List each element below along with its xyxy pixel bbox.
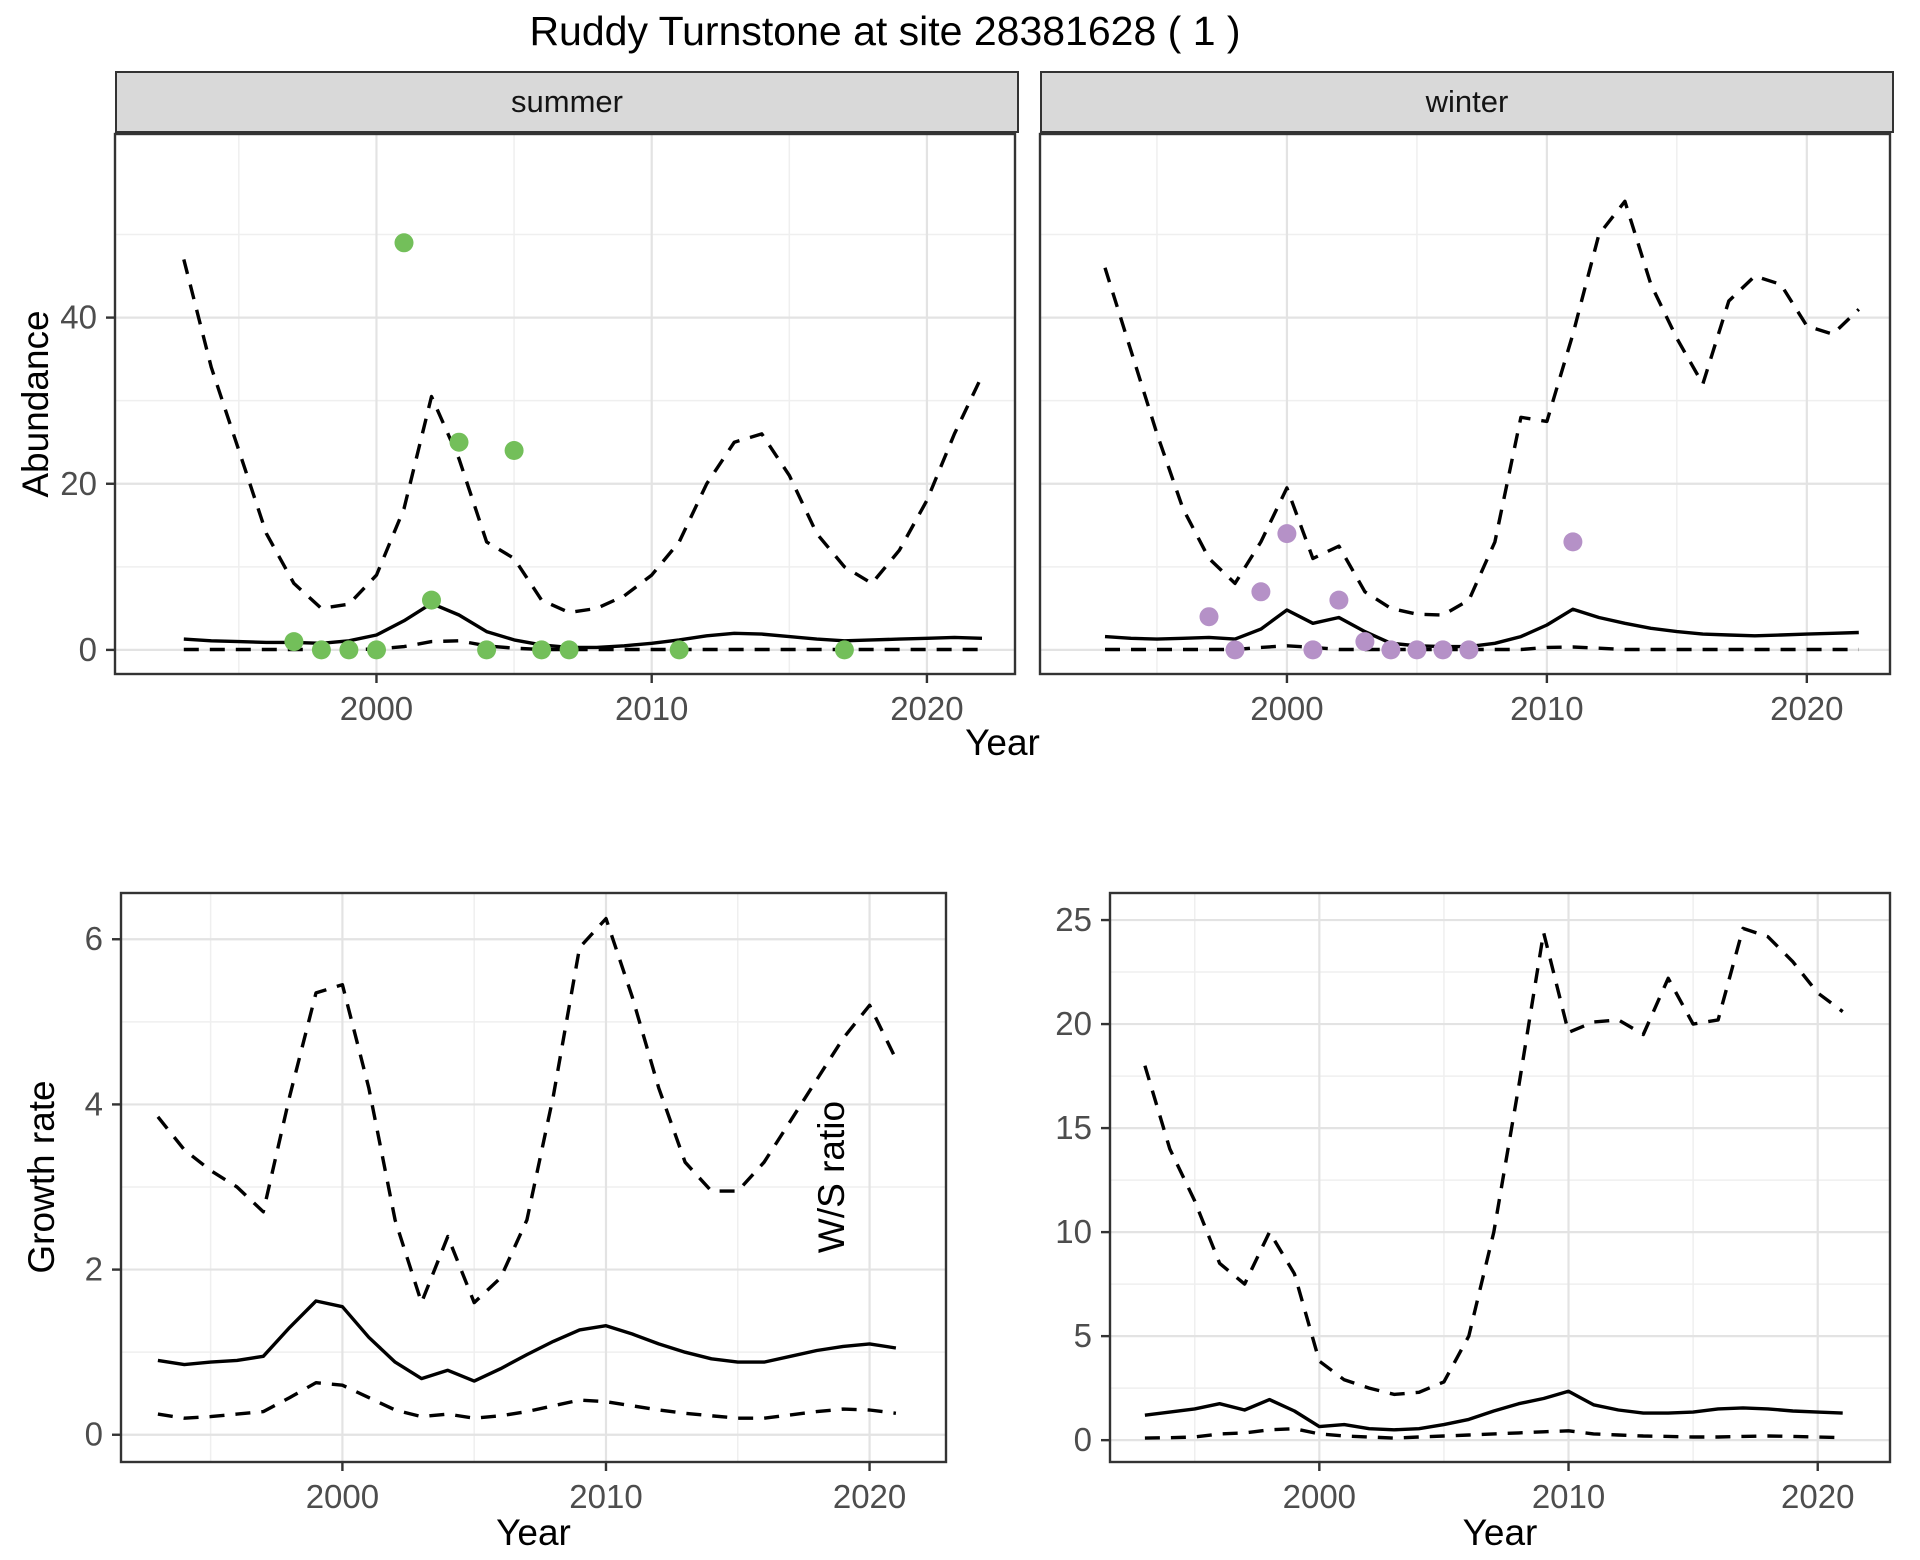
y-tick-label: 15 (1055, 1109, 1092, 1146)
x-tick-label: 2020 (1781, 1478, 1854, 1515)
data-point (532, 640, 552, 660)
series-lower_95ci (1105, 644, 1859, 652)
x-tick-label: 2010 (1532, 1478, 1605, 1515)
y-tick-label: 6 (85, 920, 103, 957)
y-tick-label: 0 (79, 631, 97, 668)
y-tick-label: 40 (60, 299, 97, 336)
data-point (284, 632, 304, 652)
x-tick-label: 2010 (1510, 690, 1583, 727)
y-axis-title-ws-ratio: W/S ratio (811, 1100, 852, 1254)
facet-strip-summer: summer (115, 71, 1019, 133)
x-axis-title-growth-rate: Year (496, 1512, 571, 1553)
data-point (834, 640, 854, 660)
y-tick-label: 4 (85, 1085, 103, 1122)
x-tick-label: 2020 (833, 1478, 906, 1515)
data-point (311, 640, 331, 660)
data-point (1433, 640, 1453, 660)
points-observed_counts (1199, 524, 1583, 660)
facet-label-summer: summer (511, 84, 623, 119)
data-point (1199, 607, 1219, 627)
data-point (1407, 640, 1427, 660)
data-point (1563, 532, 1583, 552)
series-lower_95ci (1144, 1427, 1843, 1440)
data-point (1459, 640, 1479, 660)
data-point (1381, 640, 1401, 660)
y-tick-label: 0 (1074, 1421, 1092, 1458)
series-lower_95ci (157, 1381, 897, 1420)
data-point (559, 640, 579, 660)
data-point (669, 640, 689, 660)
data-point (1329, 590, 1349, 610)
data-point (449, 432, 469, 452)
facet-strip-winter: winter (1040, 71, 1894, 133)
x-tick-label: 2020 (890, 690, 963, 727)
y-tick-label: 2 (85, 1251, 103, 1288)
data-point (1277, 524, 1297, 544)
figure-title: Ruddy Turnstone at site 28381628 ( 1 ) (529, 8, 1241, 54)
facet-label-winter: winter (1425, 84, 1509, 119)
series-median (1144, 1389, 1843, 1432)
series-median (157, 1299, 897, 1383)
y-tick-label: 5 (1074, 1317, 1092, 1354)
x-tick-label: 2000 (1250, 690, 1323, 727)
points-observed_counts (284, 233, 854, 660)
x-tick-label: 2010 (569, 1478, 642, 1515)
x-axis-title-top: Year (965, 722, 1040, 763)
data-point (422, 590, 441, 610)
series-upper_95ci (1143, 926, 1844, 1397)
data-point (339, 640, 359, 660)
series-upper_95ci (182, 258, 984, 615)
panel-growth-rate: 2000 2010 2020 0 2 4 6 (85, 891, 948, 1515)
x-tick-label: 2020 (1770, 690, 1843, 727)
series-upper_95ci (156, 916, 898, 1305)
data-point (1355, 632, 1375, 652)
data-point (367, 640, 386, 660)
data-point (1251, 582, 1271, 602)
x-tick-label: 2000 (306, 1478, 379, 1515)
series-median (1104, 607, 1859, 649)
y-axis-title-growth-rate: Growth rate (21, 1080, 62, 1274)
y-tick-label: 20 (1055, 1005, 1092, 1042)
panel-abundance-summer: 2000 2010 2020 0 20 40 (60, 132, 1017, 727)
data-point (477, 640, 497, 660)
series-upper_95ci (1103, 199, 1860, 617)
data-point (394, 233, 414, 253)
x-tick-label: 2000 (340, 690, 413, 727)
panel-ws-ratio: 2000 2010 2020 0 5 10 15 20 25 (1055, 891, 1892, 1515)
y-tick-label: 0 (85, 1416, 103, 1453)
y-axis-title-abundance: Abundance (15, 310, 56, 498)
y-tick-label: 10 (1055, 1213, 1092, 1250)
x-axis-title-ws-ratio: Year (1462, 1512, 1538, 1553)
y-tick-label: 25 (1055, 901, 1092, 938)
x-tick-label: 2000 (1283, 1478, 1356, 1515)
y-tick-label: 20 (60, 465, 97, 502)
data-point (1225, 640, 1245, 660)
data-point (504, 441, 524, 460)
panel-abundance-winter: 2000 2010 2020 (1038, 132, 1892, 727)
x-tick-label: 2010 (615, 690, 688, 727)
data-point (1303, 640, 1323, 660)
